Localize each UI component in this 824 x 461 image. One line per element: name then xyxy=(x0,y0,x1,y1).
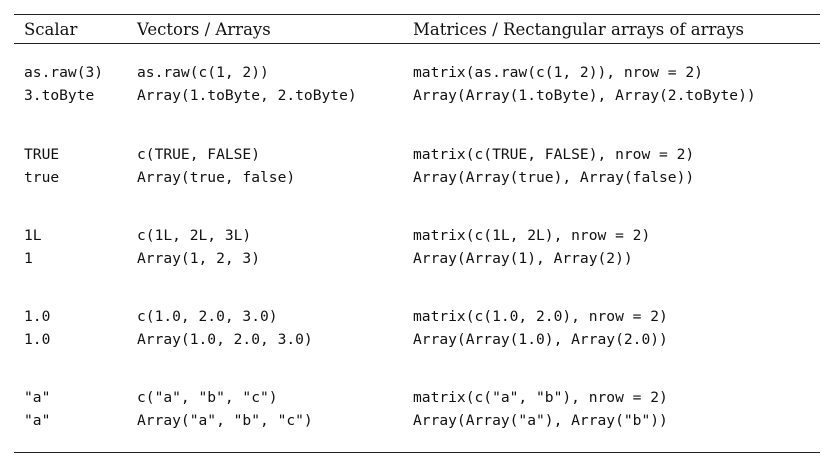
table-cell-scalar-scala: 1 xyxy=(24,250,33,267)
table-cell-vector-r: c(TRUE, FALSE) xyxy=(137,146,261,163)
table-cell-scalar-r: 1L xyxy=(24,227,42,244)
table-cell-scalar-scala: "a" xyxy=(24,412,51,429)
table-cell-vector-scala: Array("a", "b", "c") xyxy=(137,412,313,429)
table-cell-scalar-r: TRUE xyxy=(24,146,60,163)
table-cell-matrix-scala: Array(Array(1.toByte), Array(2.toByte)) xyxy=(413,87,756,104)
table-cell-vector-r: as.raw(c(1, 2)) xyxy=(137,64,269,81)
table-cell-vector-r: c("a", "b", "c") xyxy=(137,389,278,406)
table-cell-matrix-r: matrix(c("a", "b"), nrow = 2) xyxy=(413,389,668,406)
table-cell-matrix-scala: Array(Array(1.0), Array(2.0)) xyxy=(413,331,668,348)
table-cell-vector-scala: Array(true, false) xyxy=(137,169,296,186)
table-cell-matrix-scala: Array(Array("a"), Array("b")) xyxy=(413,412,668,429)
table-cell-scalar-r: "a" xyxy=(24,389,51,406)
table-cell-vector-scala: Array(1.toByte, 2.toByte) xyxy=(137,87,357,104)
table-cell-matrix-scala: Array(Array(true), Array(false)) xyxy=(413,169,695,186)
table-cell-matrix-r: matrix(c(1L, 2L), nrow = 2) xyxy=(413,227,651,244)
table-cell-scalar-r: as.raw(3) xyxy=(24,64,104,81)
table-cell-vector-scala: Array(1.0, 2.0, 3.0) xyxy=(137,331,313,348)
header-scalar: Scalar xyxy=(24,20,78,39)
header-matrices: Matrices / Rectangular arrays of arrays xyxy=(413,20,745,39)
table-cell-matrix-r: matrix(as.raw(c(1, 2)), nrow = 2) xyxy=(413,64,703,81)
bottom-rule xyxy=(14,452,820,453)
table-cell-scalar-scala: true xyxy=(24,169,60,186)
top-rule xyxy=(14,14,820,15)
table-cell-vector-scala: Array(1, 2, 3) xyxy=(137,250,261,267)
table-cell-vector-r: c(1L, 2L, 3L) xyxy=(137,227,252,244)
table-cell-matrix-scala: Array(Array(1), Array(2)) xyxy=(413,250,633,267)
header-rule xyxy=(14,43,820,44)
table-cell-scalar-scala: 1.0 xyxy=(24,331,51,348)
table-cell-matrix-r: matrix(c(1.0, 2.0), nrow = 2) xyxy=(413,308,668,325)
table-cell-matrix-r: matrix(c(TRUE, FALSE), nrow = 2) xyxy=(413,146,695,163)
table-cell-scalar-r: 1.0 xyxy=(24,308,51,325)
table-cell-scalar-scala: 3.toByte xyxy=(24,87,95,104)
table-cell-vector-r: c(1.0, 2.0, 3.0) xyxy=(137,308,278,325)
header-vectors-arrays: Vectors / Arrays xyxy=(137,20,271,39)
